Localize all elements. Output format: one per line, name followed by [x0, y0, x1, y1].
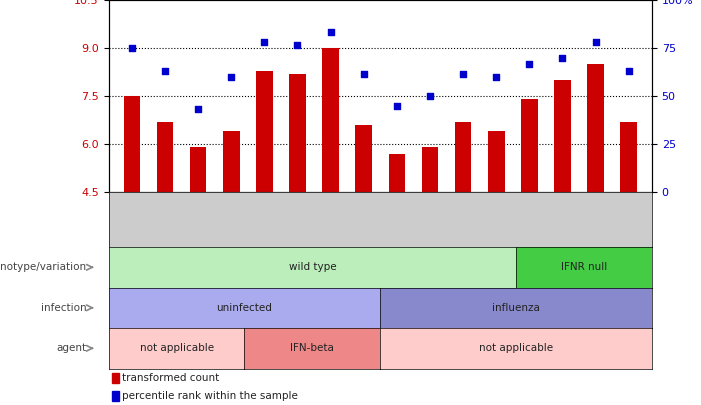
Point [524, 61, 535, 67]
Bar [112, 391, 119, 401]
Point [159, 67, 170, 74]
Point [424, 93, 435, 100]
Text: IFNR null: IFNR null [561, 262, 607, 272]
Bar [388, 154, 405, 192]
Bar [620, 122, 637, 192]
Point [126, 45, 137, 51]
Point [193, 106, 204, 112]
Point [623, 67, 634, 74]
Text: transformed count: transformed count [122, 373, 219, 383]
Point [458, 70, 469, 77]
Point [226, 74, 237, 80]
Bar [488, 132, 505, 192]
Text: agent: agent [56, 343, 86, 353]
Point [292, 42, 303, 48]
Text: IFN-beta: IFN-beta [290, 343, 334, 353]
Point [325, 29, 336, 35]
Text: infection: infection [41, 303, 86, 313]
Point [358, 70, 369, 77]
Bar [322, 48, 339, 192]
Point [391, 102, 402, 109]
Text: percentile rank within the sample: percentile rank within the sample [122, 391, 297, 401]
Point [491, 74, 502, 80]
Bar [355, 125, 372, 192]
Bar [157, 122, 173, 192]
Text: uninfected: uninfected [217, 303, 273, 313]
Bar [521, 99, 538, 192]
Point [259, 38, 270, 45]
Bar [190, 147, 206, 192]
Text: genotype/variation: genotype/variation [0, 262, 86, 272]
Bar [223, 132, 240, 192]
Point [590, 38, 601, 45]
Bar [587, 64, 604, 192]
Bar [112, 373, 119, 383]
Text: wild type: wild type [289, 262, 336, 272]
Text: influenza: influenza [492, 303, 540, 313]
Bar [290, 74, 306, 192]
Bar [554, 80, 571, 192]
Bar [422, 147, 438, 192]
Text: not applicable: not applicable [139, 343, 214, 353]
Text: not applicable: not applicable [479, 343, 553, 353]
Point [557, 55, 568, 61]
Bar [256, 70, 273, 192]
Bar [123, 96, 140, 192]
Bar [455, 122, 471, 192]
